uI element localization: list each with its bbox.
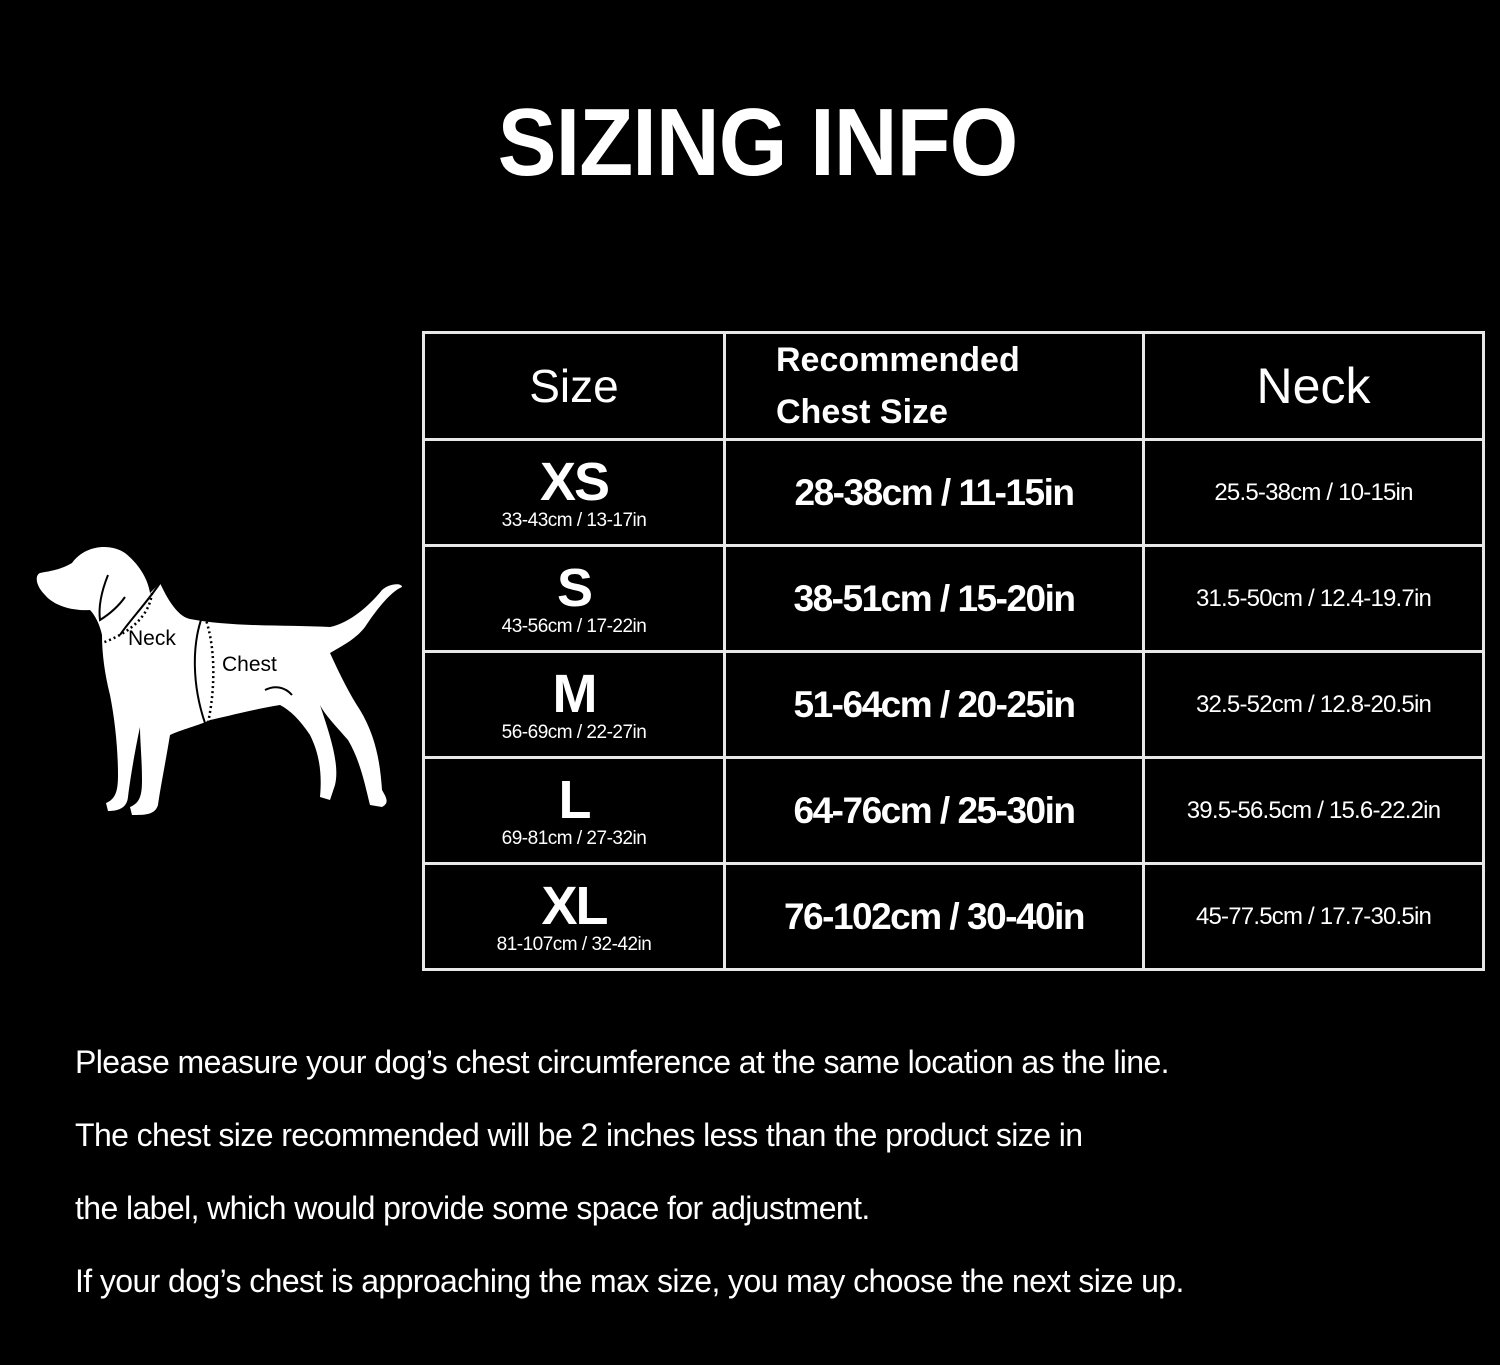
neck-cell: 39.5-56.5cm / 15.6-22.2in xyxy=(1142,756,1485,865)
chest-cell: 51-64cm / 20-25in xyxy=(723,650,1145,759)
size-cell: XL 81-107cm / 32-42in xyxy=(422,862,726,971)
chest-cell: 38-51cm / 15-20in xyxy=(723,544,1145,653)
product-size: 43-56cm / 17-22in xyxy=(501,615,647,637)
neck-label: Neck xyxy=(128,627,176,650)
size-label: XS xyxy=(539,451,610,512)
product-size: 69-81cm / 27-32in xyxy=(501,827,647,849)
measurement-notes: Please measure your dog’s chest circumfe… xyxy=(75,1040,1184,1332)
chest-cell: 64-76cm / 25-30in xyxy=(723,756,1145,865)
note-line: If your dog’s chest is approaching the m… xyxy=(75,1263,1184,1299)
size-label: S xyxy=(556,557,593,618)
size-label: XL xyxy=(541,875,608,936)
table-row: M 56-69cm / 22-27in 51-64cm / 20-25in 32.… xyxy=(422,650,1485,759)
size-cell: M 56-69cm / 22-27in xyxy=(422,650,726,759)
neck-cell: 32.5-52cm / 12.8-20.5in xyxy=(1142,650,1485,759)
neck-cell: 25.5-38cm / 10-15in xyxy=(1142,438,1485,547)
size-label: L xyxy=(558,769,592,830)
note-line: Please measure your dog’s chest circumfe… xyxy=(75,1044,1170,1080)
dog-silhouette-icon: Neck Chest xyxy=(36,547,402,815)
product-size: 81-107cm / 32-42in xyxy=(496,933,652,955)
header-chest-line2: Chest Size xyxy=(776,393,948,431)
size-label: M xyxy=(552,663,598,724)
chest-label: Chest xyxy=(222,653,277,676)
table-header-row: Size Recommended Chest Size Neck xyxy=(422,331,1485,441)
header-chest: Recommended Chest Size xyxy=(723,331,1145,441)
table-row: XS 33-43cm / 13-17in 28-38cm / 11-15in 25… xyxy=(422,438,1485,547)
size-cell: L 69-81cm / 27-32in xyxy=(422,756,726,865)
size-cell: S 43-56cm / 17-22in xyxy=(422,544,726,653)
product-size: 56-69cm / 22-27in xyxy=(501,721,647,743)
sizing-table: Size Recommended Chest Size Neck XS 33-43… xyxy=(422,331,1485,971)
neck-cell: 45-77.5cm / 17.7-30.5in xyxy=(1142,862,1485,971)
header-size: Size xyxy=(422,331,726,441)
page-title: SIZING INFO xyxy=(497,89,1019,196)
table-row: XL 81-107cm / 32-42in 76-102cm / 30-40in … xyxy=(422,862,1485,971)
chest-cell: 76-102cm / 30-40in xyxy=(723,862,1145,971)
header-neck: Neck xyxy=(1142,331,1485,441)
note-line: The chest size recommended will be 2 inc… xyxy=(75,1117,1083,1153)
product-size: 33-43cm / 13-17in xyxy=(501,509,647,531)
header-chest-line1: Recommended xyxy=(776,341,1020,379)
size-cell: XS 33-43cm / 13-17in xyxy=(422,438,726,547)
note-line: the label, which would provide some spac… xyxy=(75,1190,870,1226)
table-row: L 69-81cm / 27-32in 64-76cm / 25-30in 39.… xyxy=(422,756,1485,865)
table-row: S 43-56cm / 17-22in 38-51cm / 15-20in 31.… xyxy=(422,544,1485,653)
neck-cell: 31.5-50cm / 12.4-19.7in xyxy=(1142,544,1485,653)
chest-cell: 28-38cm / 11-15in xyxy=(723,438,1145,547)
